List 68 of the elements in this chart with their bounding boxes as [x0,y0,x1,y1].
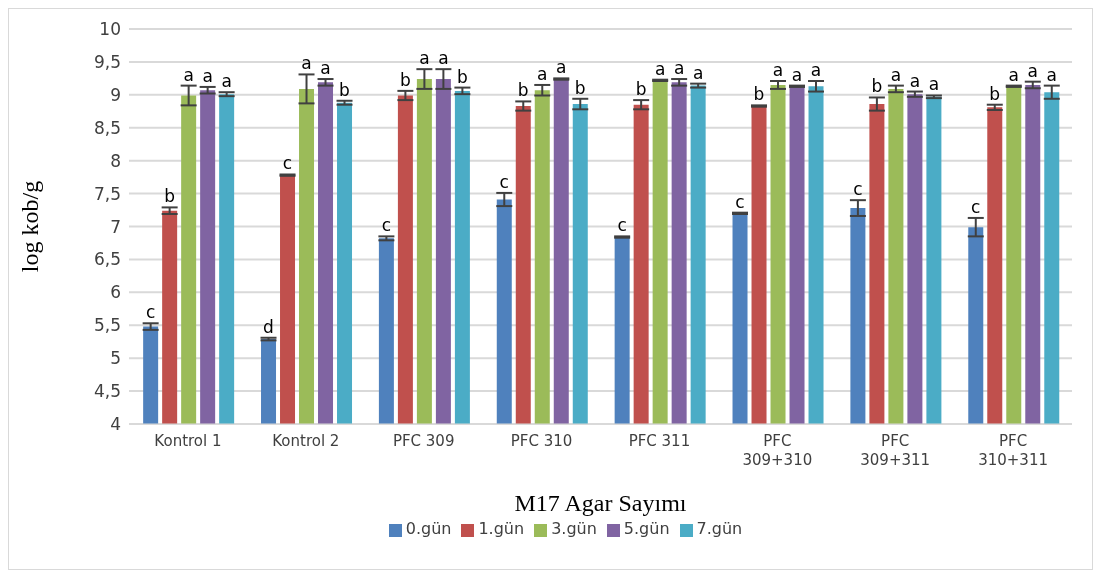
data-label: a [692,62,704,83]
legend-label: 1.gün [478,519,525,538]
y-tick-label: 7 [110,216,121,237]
legend-label: 7.gün [696,519,743,538]
legend-label: 3.gün [551,519,597,538]
x-tick-label: PFC 309+311 [860,432,931,469]
x-tick-label: PFC 309 [392,432,455,450]
data-label: a [928,74,940,95]
y-tick-label: 5,5 [93,315,121,336]
data-label: a [183,64,194,85]
data-label: a [419,48,430,69]
data-label: c [617,215,627,236]
x-tick-label: PFC 310 [510,432,573,450]
data-label: b [753,84,765,105]
y-tick-label: 8,5 [93,117,121,138]
x-tick-label: PFC 311 [628,432,691,450]
data-label: b [635,79,647,100]
y-tick-label: 4 [110,414,121,435]
y-tick-label: 7,5 [93,183,121,204]
data-label: b [457,66,468,87]
data-label: b [517,80,529,101]
x-tick-label: Kontrol 2 [272,432,340,450]
data-label: a [772,60,784,81]
data-label: c [282,153,293,174]
data-label: c [381,215,392,236]
data-label: a [791,64,803,85]
data-label: b [574,77,586,98]
data-label: a [909,70,921,91]
y-tick-label: 9 [110,84,121,105]
data-label: a [810,60,822,81]
data-label: a [537,63,548,84]
y-tick-label: 5 [110,348,121,369]
data-label: a [890,64,902,85]
y-axis-title: log kob/g [16,180,43,273]
data-label: b [339,79,350,100]
data-label: a [221,71,232,92]
x-tick-label: Kontrol 1 [154,432,222,450]
data-label: a [202,65,213,86]
data-label: b [164,186,176,207]
data-label: c [145,302,156,323]
data-label: c [971,196,981,217]
data-label: a [654,58,666,79]
x-tick-label: PFC 310+311 [978,432,1048,469]
data-label: a [556,57,567,78]
data-label: b [871,76,883,97]
data-label: a [438,48,449,69]
data-label: c [499,171,509,192]
y-tick-label: 4,5 [93,381,121,402]
data-label: c [735,191,745,212]
y-tick-label: 10 [99,19,121,40]
data-label: a [673,58,685,79]
data-label: a [301,53,312,74]
x-axis-title: M17 Agar Sayımı [514,490,687,516]
legend-label: 0.gün [405,519,452,538]
data-label: b [989,83,1001,104]
y-tick-label: 6 [110,282,121,303]
x-tick-label: PFC 309+310 [742,432,813,469]
data-label: a [1027,60,1038,81]
data-label: b [400,69,411,90]
data-label: c [853,179,863,200]
data-label: a [320,58,331,79]
data-label: d [263,316,274,337]
y-tick-label: 6,5 [93,249,121,270]
data-label: a [1046,64,1057,85]
y-tick-label: 8 [110,150,121,171]
data-label: a [1008,64,1019,85]
y-tick-label: 9,5 [93,51,121,72]
legend-label: 5.gün [623,519,670,538]
